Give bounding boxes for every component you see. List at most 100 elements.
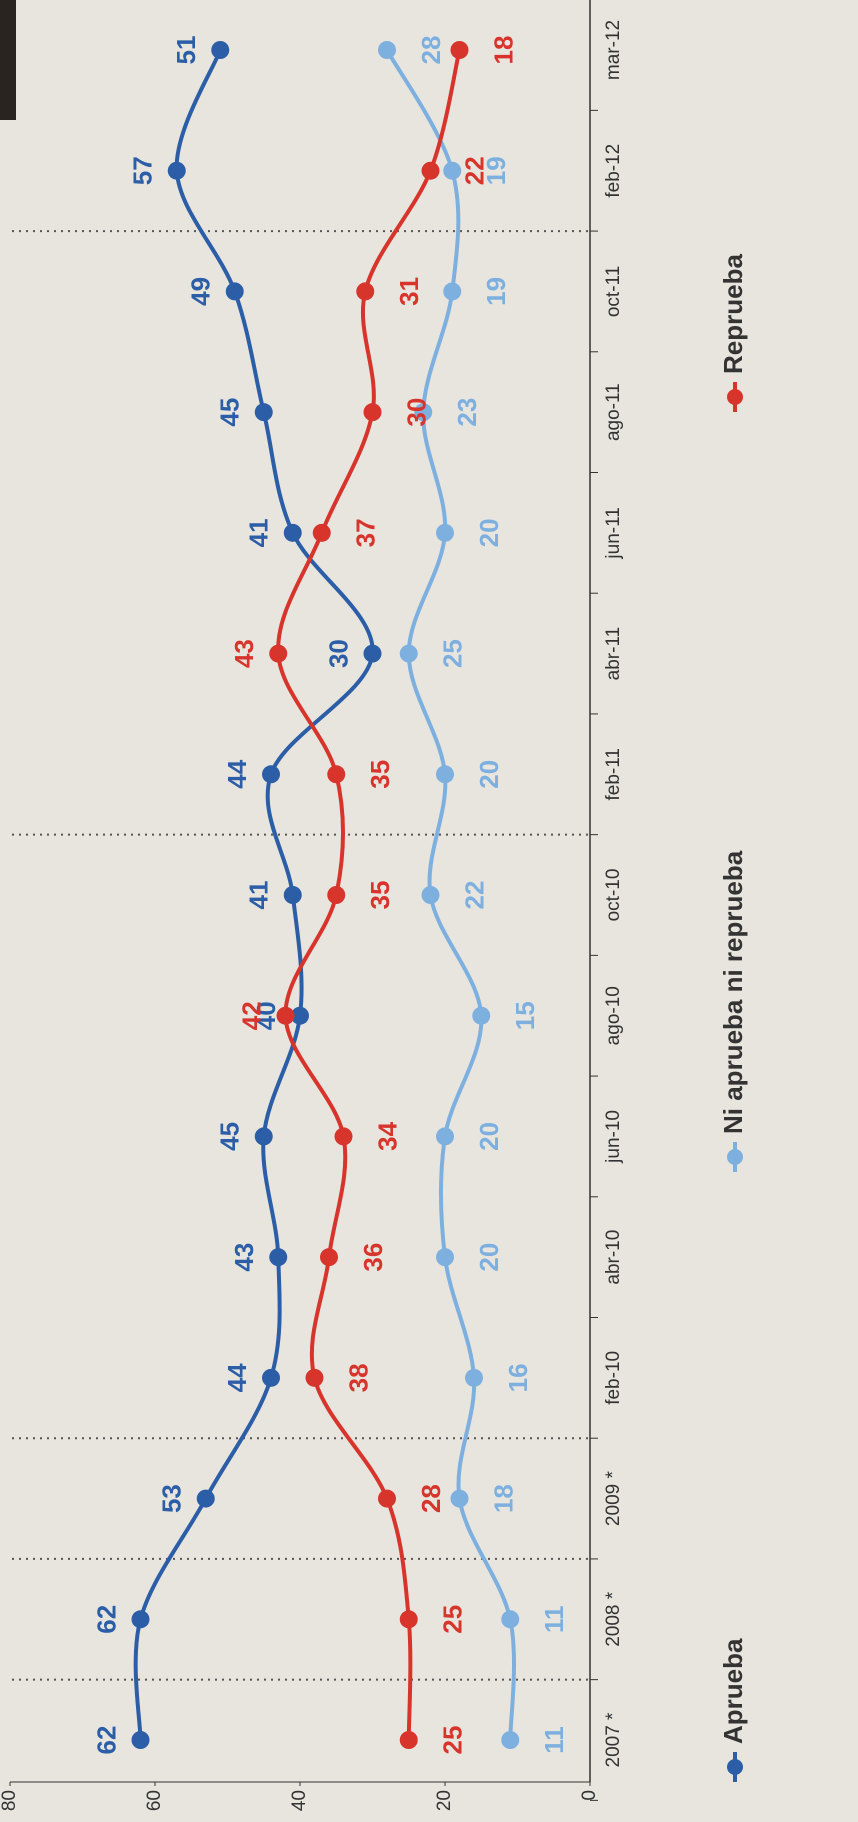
- y-tick-label: 20: [434, 1790, 455, 1811]
- data-label: 34: [372, 1121, 402, 1150]
- legend-swatch: [727, 1759, 743, 1775]
- data-label: 57: [128, 156, 158, 185]
- data-label: 20: [474, 518, 504, 547]
- data-label: 19: [481, 156, 511, 185]
- point: [305, 1368, 324, 1387]
- data-label: 20: [474, 760, 504, 789]
- point: [443, 282, 462, 301]
- data-label: 38: [343, 1363, 373, 1392]
- data-label: 53: [157, 1484, 187, 1513]
- data-label: 25: [438, 1726, 468, 1755]
- data-label: 18: [488, 36, 518, 65]
- point: [131, 1610, 150, 1629]
- y-tick-label: 0: [579, 1790, 600, 1801]
- x-tick-label: jun-10: [603, 1110, 624, 1164]
- point: [320, 1248, 338, 1267]
- data-label: 35: [365, 881, 395, 910]
- point: [436, 1127, 454, 1146]
- data-label: 19: [481, 277, 511, 306]
- photo-corner: [0, 0, 16, 120]
- point: [269, 644, 288, 663]
- data-label: 18: [488, 1484, 518, 1513]
- data-label: 25: [438, 639, 468, 668]
- data-label: 23: [452, 398, 482, 427]
- data-label: 31: [394, 277, 424, 306]
- x-tick-label: feb-10: [603, 1351, 624, 1405]
- point: [131, 1731, 150, 1749]
- legend-label: Reprueba: [718, 254, 748, 374]
- point: [269, 1248, 288, 1267]
- data-label: 62: [91, 1605, 121, 1634]
- y-tick-label: 80: [0, 1790, 20, 1811]
- data-label: 43: [229, 639, 259, 668]
- data-label: 37: [351, 518, 381, 547]
- data-label: 28: [416, 36, 446, 65]
- data-label: 16: [503, 1363, 533, 1392]
- x-tick-label: oct-11: [603, 266, 624, 317]
- point: [312, 523, 331, 542]
- data-label: 49: [186, 277, 216, 306]
- data-label: 44: [222, 1363, 252, 1392]
- point: [436, 523, 454, 542]
- data-label: 11: [539, 1606, 569, 1634]
- data-label: 30: [401, 398, 431, 427]
- point: [196, 1489, 215, 1508]
- point: [378, 41, 396, 59]
- point: [334, 1127, 353, 1146]
- x-tick-label: 2007 *: [603, 1712, 624, 1768]
- point: [450, 41, 469, 59]
- point: [443, 161, 462, 180]
- point: [283, 523, 302, 542]
- data-label: 20: [474, 1243, 504, 1272]
- data-label: 22: [459, 156, 489, 185]
- legend-label: Ni aprueba ni reprueba: [718, 850, 748, 1134]
- point: [399, 1731, 418, 1749]
- x-tick-label: 2008 *: [603, 1591, 624, 1647]
- point: [327, 765, 346, 784]
- x-tick-label: feb-11: [603, 748, 624, 800]
- data-label: 42: [236, 1001, 266, 1030]
- point: [363, 403, 382, 422]
- point: [399, 644, 418, 663]
- legend-swatch: [727, 389, 743, 405]
- data-label: 35: [365, 760, 395, 789]
- data-label: 45: [215, 1122, 245, 1151]
- data-label: 36: [358, 1243, 388, 1272]
- x-tick-label: ago-11: [603, 383, 624, 441]
- point: [276, 1006, 295, 1025]
- data-label: 51: [171, 36, 201, 65]
- y-tick-label: 40: [289, 1790, 310, 1811]
- point: [436, 1248, 454, 1267]
- x-tick-label: abr-11: [603, 627, 624, 681]
- point: [378, 1489, 396, 1508]
- point: [327, 886, 346, 904]
- point: [167, 161, 186, 180]
- point: [501, 1610, 520, 1629]
- point: [421, 161, 440, 180]
- point: [254, 1127, 273, 1146]
- plot: 0 20 40 60 80 2007 * 2008 * 2009 * feb-10 abr-10 j…: [0, 0, 748, 1811]
- x-tick-label: oct-10: [603, 869, 624, 922]
- data-label: 43: [229, 1243, 259, 1272]
- point: [283, 886, 302, 904]
- point: [501, 1731, 520, 1749]
- data-label: 30: [323, 639, 353, 668]
- x-tick-label: mar-12: [603, 20, 624, 80]
- data-label: 41: [244, 518, 274, 547]
- data-label: 41: [244, 881, 274, 910]
- point: [356, 282, 375, 301]
- point: [414, 403, 433, 422]
- x-tick-label: abr-10: [603, 1230, 624, 1285]
- point: [262, 1368, 280, 1387]
- x-tick-label: jun-11: [603, 507, 624, 559]
- data-label: 62: [91, 1726, 121, 1755]
- x-tick-label: ago-10: [603, 986, 624, 1045]
- data-label: 22: [459, 881, 489, 910]
- data-label: 40: [251, 1001, 281, 1030]
- point: [211, 41, 230, 59]
- point: [465, 1368, 483, 1387]
- legend-swatch: [727, 1149, 743, 1165]
- point: [291, 1006, 309, 1025]
